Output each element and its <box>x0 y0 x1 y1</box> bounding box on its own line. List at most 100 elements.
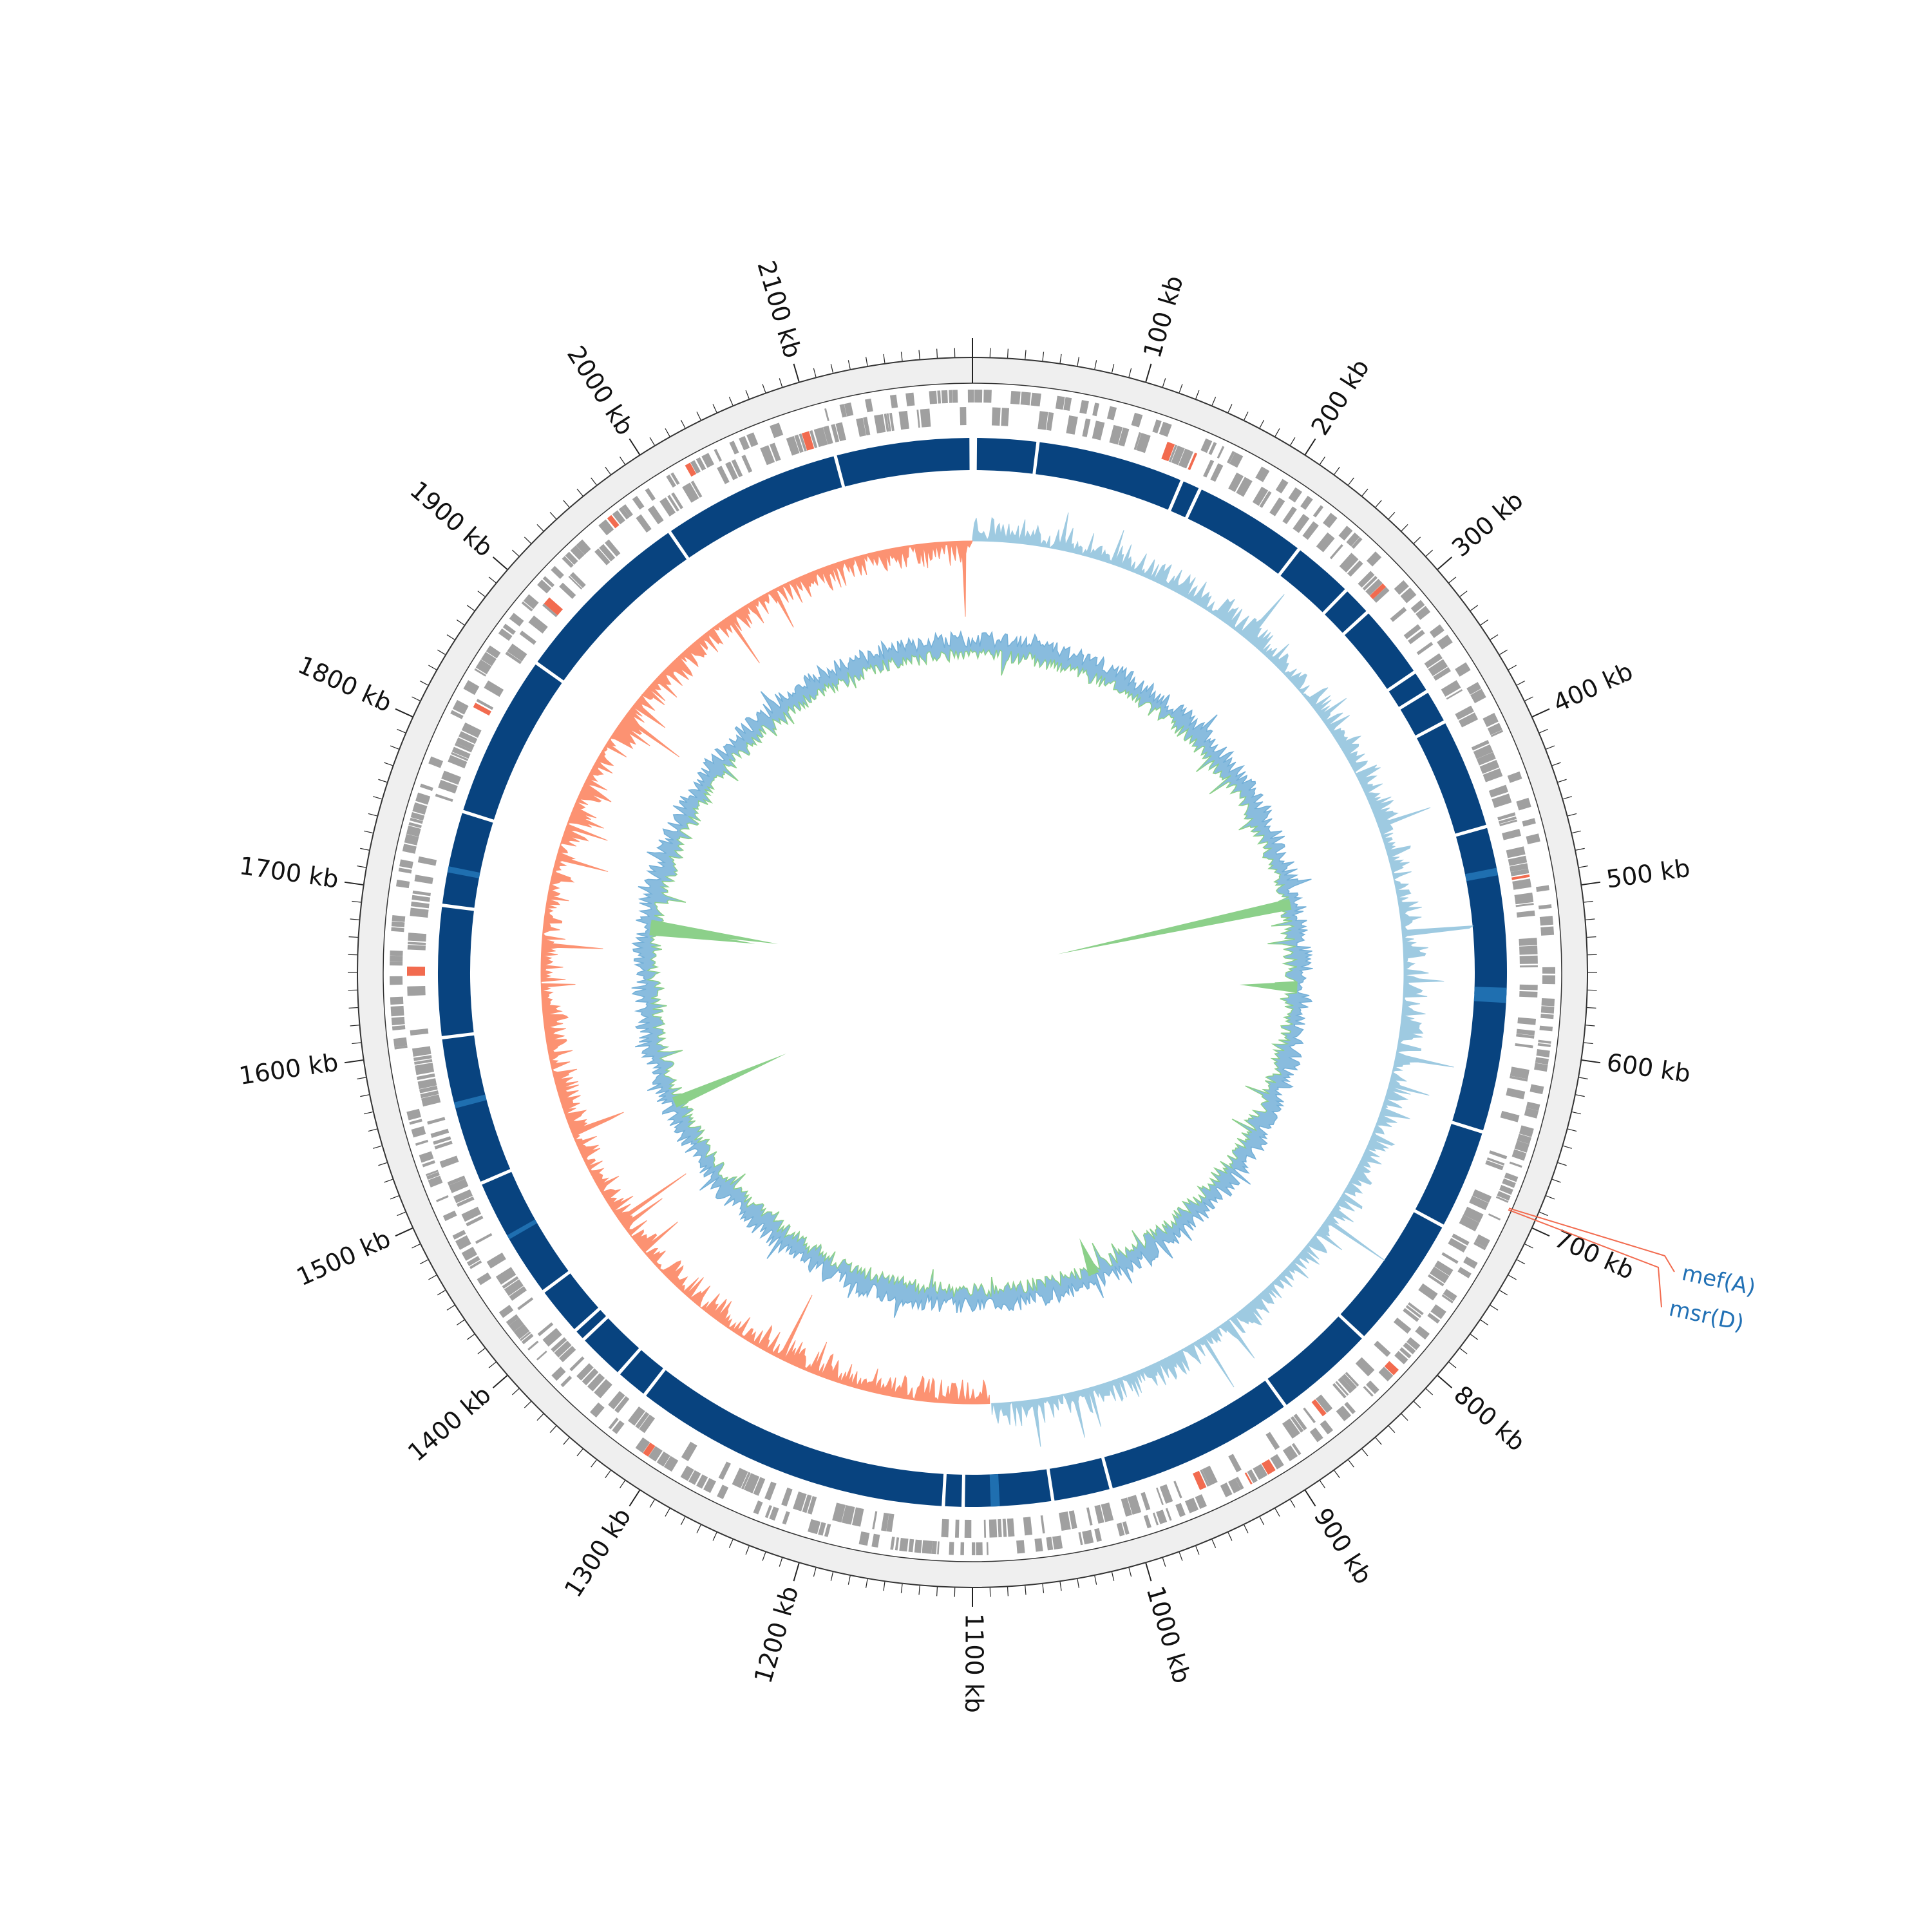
cds-feature <box>1519 938 1537 946</box>
cds-feature <box>1429 624 1444 638</box>
cds-feature <box>1424 653 1443 668</box>
cds-feature <box>1066 415 1078 435</box>
cds-feature <box>1220 1482 1233 1497</box>
cds-feature <box>455 1235 471 1250</box>
gene-leader-line <box>1508 1209 1662 1308</box>
minor-tick <box>883 354 886 363</box>
cds-feature <box>1347 560 1363 577</box>
cds-feature <box>1384 1361 1399 1376</box>
cds-feature <box>1538 904 1552 910</box>
cds-feature <box>474 668 487 677</box>
cds-feature <box>1416 605 1431 620</box>
contig-block <box>837 438 970 487</box>
minor-tick <box>488 576 497 583</box>
minor-tick <box>1448 1361 1457 1368</box>
cds-feature <box>1492 793 1512 808</box>
cds-feature <box>670 472 680 485</box>
minor-tick <box>918 350 920 359</box>
minor-tick <box>1179 384 1183 393</box>
minor-tick <box>1558 1162 1567 1166</box>
cds-feature <box>874 414 886 433</box>
cds-feature <box>1534 1063 1548 1072</box>
cds-feature <box>1466 681 1482 695</box>
cds-feature <box>1403 1342 1416 1354</box>
cds-feature <box>562 556 574 568</box>
minor-tick <box>437 1290 446 1296</box>
cds-feature <box>569 1356 585 1372</box>
cds-feature <box>799 433 807 452</box>
cds-feature <box>937 1541 940 1555</box>
cds-feature <box>417 1073 435 1081</box>
minor-tick <box>696 412 701 421</box>
cds-feature <box>1261 1459 1276 1475</box>
cds-feature <box>831 424 840 443</box>
cds-feature <box>1452 1233 1470 1246</box>
tick-label: 200 kb <box>1305 354 1375 440</box>
cds-feature <box>453 1189 473 1204</box>
minor-tick <box>1508 665 1517 670</box>
cds-feature <box>1236 477 1253 497</box>
cds-feature <box>1303 1407 1316 1423</box>
cds-feature <box>813 427 828 448</box>
cds-feature <box>1498 816 1517 824</box>
cds-feature <box>1510 1066 1530 1079</box>
cds-feature <box>1455 662 1471 677</box>
cds-feature <box>666 474 676 488</box>
minor-tick <box>728 397 734 406</box>
cds-feature <box>1441 680 1461 697</box>
cds-feature <box>1415 1325 1430 1340</box>
cds-feature <box>419 1085 438 1094</box>
cds-feature <box>1188 452 1198 471</box>
cds-feature <box>852 1507 864 1527</box>
minor-tick <box>419 1259 428 1265</box>
cds-feature <box>647 505 664 525</box>
cds-feature <box>1247 1469 1258 1483</box>
cds-feature <box>1448 1238 1467 1253</box>
minor-tick <box>384 1179 393 1183</box>
minor-tick <box>1195 1546 1200 1555</box>
cds-feature <box>1159 1484 1173 1504</box>
cds-feature <box>517 1297 534 1311</box>
cds-feature <box>406 825 421 837</box>
cds-feature <box>1079 400 1089 414</box>
minor-tick <box>456 619 465 625</box>
contig-block <box>1280 550 1345 612</box>
gc-skew-area <box>972 512 1473 1447</box>
cds-feature <box>1427 1312 1440 1324</box>
cds-feature <box>1502 828 1521 840</box>
cds-feature <box>1472 1189 1492 1203</box>
cds-feature <box>428 756 444 768</box>
minor-tick <box>1480 1320 1489 1326</box>
cds-feature <box>1455 705 1474 720</box>
minor-tick <box>1499 1290 1508 1296</box>
cds-feature <box>635 1412 650 1429</box>
minor-tick <box>813 1567 817 1577</box>
minor-tick <box>536 524 544 531</box>
minor-tick <box>1584 900 1593 903</box>
minor-tick <box>352 1042 361 1045</box>
cds-feature <box>983 390 992 403</box>
minor-tick <box>680 1517 686 1526</box>
cds-feature <box>770 442 781 462</box>
cds-feature <box>461 1206 482 1222</box>
gc-content-track <box>631 630 1313 1318</box>
cds-feature <box>801 431 815 451</box>
cds-feature <box>473 703 491 716</box>
cds-feature <box>427 1117 446 1125</box>
major-tick <box>395 708 413 717</box>
contig-block <box>1325 591 1367 633</box>
cds-feature <box>456 1196 475 1208</box>
minor-tick <box>1575 1094 1585 1097</box>
minor-tick <box>466 1334 475 1340</box>
cds-feature <box>764 1481 777 1501</box>
cds-feature <box>1474 1234 1490 1248</box>
cds-feature <box>1476 752 1496 766</box>
cds-feature <box>398 867 412 874</box>
cds-feature <box>960 407 967 426</box>
cds-feature <box>395 879 410 889</box>
cds-feature <box>1092 421 1105 440</box>
major-tick <box>1145 1562 1152 1582</box>
cds-feature <box>607 515 620 529</box>
cds-feature <box>417 856 437 866</box>
cds-feature <box>1178 448 1193 469</box>
